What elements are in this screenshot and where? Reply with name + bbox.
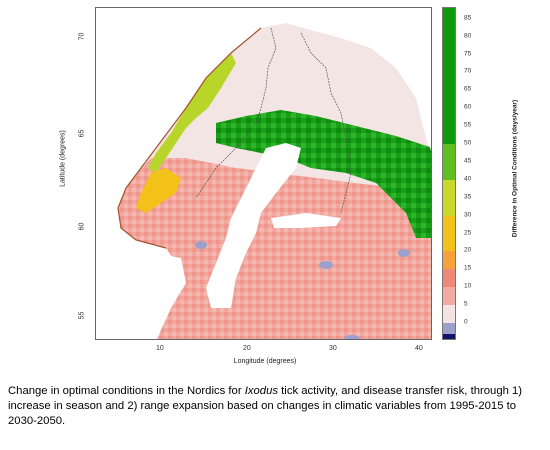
colorbar xyxy=(442,7,456,340)
colorbar-segment xyxy=(443,8,455,145)
colorbar-segment xyxy=(443,269,455,288)
colorbar-tick: 65 xyxy=(464,85,472,93)
colorbar-tick: 50 xyxy=(464,139,472,147)
barents-sea xyxy=(261,8,431,151)
expansion-band xyxy=(216,110,431,238)
colorbar-tick: 5 xyxy=(464,300,468,308)
decrease-patch xyxy=(344,335,360,339)
x-tick-20: 20 xyxy=(243,345,251,352)
colorbar-segment xyxy=(443,323,455,334)
gulf-of-finland xyxy=(271,213,341,228)
colorbar-tick: 25 xyxy=(464,229,472,237)
norwegian-sea xyxy=(96,8,261,213)
colorbar-segment xyxy=(443,179,455,216)
coast-peak xyxy=(136,168,181,213)
colorbar-segment xyxy=(443,287,455,306)
colorbar-tick: 45 xyxy=(464,157,472,165)
colorbar-segment xyxy=(443,305,455,324)
decrease-patch xyxy=(195,241,207,249)
colorbar-segment xyxy=(443,144,455,180)
map-panel xyxy=(95,7,432,340)
decrease-patch xyxy=(319,261,333,269)
colorbar-tick: 15 xyxy=(464,264,472,272)
colorbar-tick: 85 xyxy=(464,14,472,22)
nordic-map xyxy=(96,8,431,339)
y-tick-70: 70 xyxy=(78,32,86,41)
coastline xyxy=(117,27,262,249)
y-axis-label: Latitude (degrees) xyxy=(59,130,67,187)
decrease-patch xyxy=(398,249,410,257)
x-axis-label: Longitude (degrees) xyxy=(233,358,297,365)
map-figure: 70 65 60 55 Latitude (degrees) 10 20 30 … xyxy=(59,7,519,365)
colorbar-segment xyxy=(443,251,455,270)
colorbar-tick: 10 xyxy=(464,282,472,290)
figure-caption: Change in optimal conditions in the Nord… xyxy=(8,384,543,429)
kattegat xyxy=(96,253,186,339)
x-tick-40: 40 xyxy=(415,345,423,352)
x-tick-10: 10 xyxy=(156,345,164,352)
colorbar-segment xyxy=(443,215,455,252)
colorbar-tick: 75 xyxy=(464,50,472,58)
colorbar-tick: 60 xyxy=(464,103,472,111)
national-border xyxy=(300,32,352,214)
colorbar-tick: 20 xyxy=(464,246,472,254)
colorbar-tick: 70 xyxy=(464,67,472,75)
y-tick-55: 55 xyxy=(78,311,86,320)
colorbar-tick: 80 xyxy=(464,32,472,40)
y-tick-65: 65 xyxy=(78,129,86,138)
colorbar-tick: 0 xyxy=(464,318,468,326)
colorbar-label: Difference in Optimal Conditions (days/y… xyxy=(511,99,519,238)
coast-high xyxy=(148,53,236,173)
caption-text-pre: Change in optimal conditions in the Nord… xyxy=(8,385,245,397)
baltic-sea xyxy=(206,143,301,308)
colorbar-tick: 55 xyxy=(464,121,472,129)
caption-species: Ixodus xyxy=(244,385,279,397)
colorbar-tick: 35 xyxy=(464,193,472,201)
colorbar-segment xyxy=(443,333,455,339)
x-tick-30: 30 xyxy=(329,345,337,352)
caption-text-post: tick activity, and disease transfer risk… xyxy=(8,385,523,427)
national-border xyxy=(195,27,277,199)
land-south-east xyxy=(118,158,431,339)
colorbar-tick: 40 xyxy=(464,175,472,183)
colorbar-tick: 30 xyxy=(464,211,472,219)
y-tick-60: 60 xyxy=(78,222,86,231)
